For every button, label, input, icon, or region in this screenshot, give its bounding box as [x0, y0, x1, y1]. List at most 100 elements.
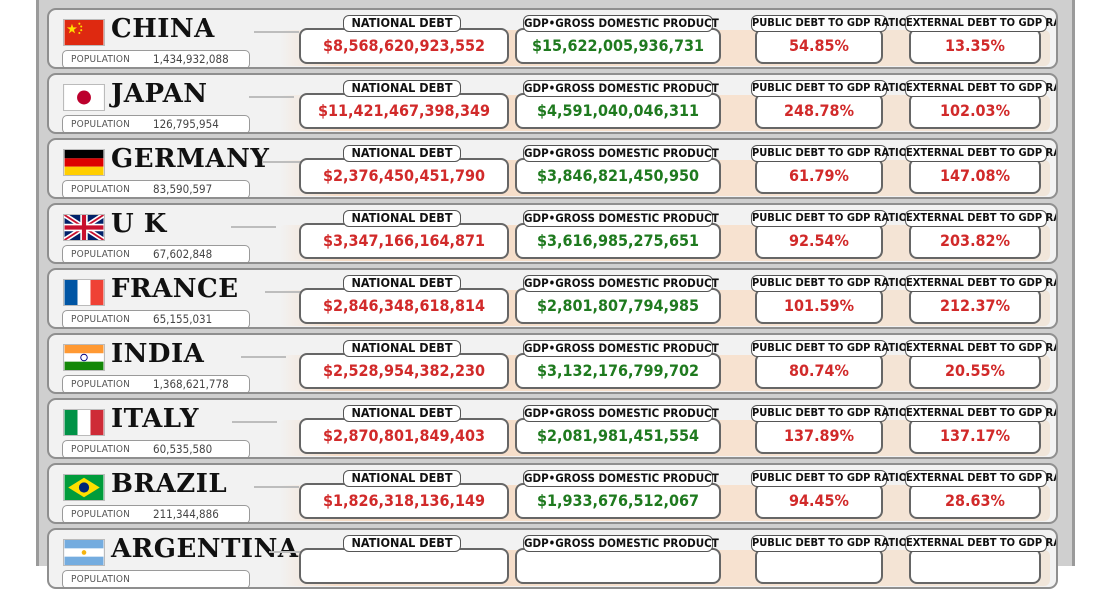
- population-box: POPULATION 126,795,954: [62, 115, 250, 132]
- public-debt-ratio-value: 94.45%: [755, 483, 883, 519]
- population-box: POPULATION 1,368,621,778: [62, 375, 250, 392]
- national-debt-label: NATIONAL DEBT: [343, 405, 461, 422]
- external-debt-ratio-value: 102.03%: [909, 93, 1041, 129]
- country-name: JAPAN: [111, 79, 208, 109]
- population-label: POPULATION: [71, 379, 131, 390]
- gdp-value: $3,846,821,450,950: [515, 158, 721, 194]
- population-value: 65,155,031: [153, 312, 213, 326]
- public-debt-ratio-value: 61.79%: [755, 158, 883, 194]
- gdp-value: $4,591,040,046,311: [515, 93, 721, 129]
- public-debt-ratio-value: 54.85%: [755, 28, 883, 64]
- country-row-brazil: BRAZIL POPULATION 211,344,886 NATIONAL DEBT…: [47, 463, 1058, 524]
- population-label: POPULATION: [71, 249, 131, 260]
- national-debt-value: $2,846,348,618,814: [299, 288, 509, 324]
- name-divider: [265, 291, 310, 293]
- name-divider: [232, 421, 277, 423]
- name-divider: [254, 31, 299, 33]
- population-box: POPULATION 65,155,031: [62, 310, 250, 327]
- gdp-value: $3,132,176,799,702: [515, 353, 721, 389]
- external-debt-ratio-value: 212.37%: [909, 288, 1041, 324]
- argentina-flag-icon: [63, 539, 105, 566]
- public-debt-ratio-label: PUBLIC DEBT TO GDP RATIO: [751, 535, 907, 552]
- population-box: POPULATION 83,590,597: [62, 180, 250, 197]
- external-debt-ratio-label: EXTERNAL DEBT TO GDP RATIO: [905, 275, 1056, 292]
- public-debt-ratio-label: PUBLIC DEBT TO GDP RATIO: [751, 210, 907, 227]
- national-debt-value: $11,421,467,398,349: [299, 93, 509, 129]
- external-debt-ratio-label: EXTERNAL DEBT TO GDP RATIO: [905, 340, 1056, 357]
- name-divider: [231, 226, 276, 228]
- national-debt-value: $8,568,620,923,552: [299, 28, 509, 64]
- national-debt-label: NATIONAL DEBT: [343, 80, 461, 97]
- national-debt-value: $1,826,318,136,149: [299, 483, 509, 519]
- country-row-italy: ITALY POPULATION 60,535,580 NATIONAL DEBT $2…: [47, 398, 1058, 459]
- public-debt-ratio-label: PUBLIC DEBT TO GDP RATIO: [751, 275, 907, 292]
- external-debt-ratio-value: 28.63%: [909, 483, 1041, 519]
- external-debt-ratio-value: 203.82%: [909, 223, 1041, 259]
- name-divider: [249, 96, 294, 98]
- national-debt-label: NATIONAL DEBT: [343, 535, 461, 552]
- population-box: POPULATION 1,434,932,088: [62, 50, 250, 67]
- national-debt-label: NATIONAL DEBT: [343, 210, 461, 227]
- population-value: 1,434,932,088: [153, 52, 229, 66]
- population-value: 67,602,848: [153, 247, 213, 261]
- public-debt-ratio-label: PUBLIC DEBT TO GDP RATIO: [751, 340, 907, 357]
- uk-flag-icon: [63, 214, 105, 241]
- country-row-germany: GERMANY POPULATION 83,590,597 NATIONAL DEBT…: [47, 138, 1058, 199]
- external-debt-ratio-value: 137.17%: [909, 418, 1041, 454]
- population-value: 60,535,580: [153, 442, 213, 456]
- public-debt-ratio-label: PUBLIC DEBT TO GDP RATIO: [751, 80, 907, 97]
- national-debt-label: NATIONAL DEBT: [343, 470, 461, 487]
- external-debt-ratio-value: 20.55%: [909, 353, 1041, 389]
- population-label: POPULATION: [71, 574, 131, 585]
- population-box: POPULATION 211,344,886: [62, 505, 250, 522]
- population-box: POPULATION 67,602,848: [62, 245, 250, 262]
- national-debt-value: $2,376,450,451,790: [299, 158, 509, 194]
- country-row-china: CHINA POPULATION 1,434,932,088 NATIONAL DEB…: [47, 8, 1058, 69]
- country-row-france: FRANCE POPULATION 65,155,031 NATIONAL DEBT $…: [47, 268, 1058, 329]
- external-debt-ratio-label: EXTERNAL DEBT TO GDP RATIO: [905, 15, 1056, 32]
- population-label: POPULATION: [71, 314, 131, 325]
- gdp-value: $1,933,676,512,067: [515, 483, 721, 519]
- country-name: BRAZIL: [111, 469, 228, 499]
- country-name: ITALY: [111, 404, 199, 434]
- national-debt-label: NATIONAL DEBT: [343, 15, 461, 32]
- france-flag-icon: [63, 279, 105, 306]
- country-row-uk: U K POPULATION 67,602,848 NATIONAL DEBT $3,3…: [47, 203, 1058, 264]
- country-row-argentina: ARGENTINA POPULATION NATIONAL DEBT GDP•GROS…: [47, 528, 1058, 589]
- country-name: GERMANY: [111, 144, 270, 174]
- gdp-value: $2,801,807,794,985: [515, 288, 721, 324]
- population-label: POPULATION: [71, 184, 131, 195]
- public-debt-ratio-label: PUBLIC DEBT TO GDP RATIO: [751, 15, 907, 32]
- country-name: CHINA: [111, 14, 215, 44]
- external-debt-ratio-label: EXTERNAL DEBT TO GDP RATIO: [905, 80, 1056, 97]
- country-name: INDIA: [111, 339, 205, 369]
- national-debt-label: NATIONAL DEBT: [343, 145, 461, 162]
- population-value: 1,368,621,778: [153, 377, 229, 391]
- external-debt-ratio-value: 13.35%: [909, 28, 1041, 64]
- national-debt-value: $2,870,801,849,403: [299, 418, 509, 454]
- external-debt-ratio-label: EXTERNAL DEBT TO GDP RATIO: [905, 405, 1056, 422]
- external-debt-ratio-label: EXTERNAL DEBT TO GDP RATIO: [905, 535, 1056, 552]
- external-debt-ratio-label: EXTERNAL DEBT TO GDP RATIO: [905, 470, 1056, 487]
- population-label: POPULATION: [71, 444, 131, 455]
- brazil-flag-icon: [63, 474, 105, 501]
- public-debt-ratio-label: PUBLIC DEBT TO GDP RATIO: [751, 405, 907, 422]
- national-debt-label: NATIONAL DEBT: [343, 275, 461, 292]
- gdp-label: GDP•GROSS DOMESTIC PRODUCT: [523, 470, 719, 487]
- country-name: U K: [111, 209, 167, 239]
- gdp-label: GDP•GROSS DOMESTIC PRODUCT: [523, 145, 719, 162]
- gdp-label: GDP•GROSS DOMESTIC PRODUCT: [523, 275, 719, 292]
- public-debt-ratio-value: 80.74%: [755, 353, 883, 389]
- gdp-label: GDP•GROSS DOMESTIC PRODUCT: [523, 80, 719, 97]
- population-label: POPULATION: [71, 509, 131, 520]
- gdp-label: GDP•GROSS DOMESTIC PRODUCT: [523, 405, 719, 422]
- japan-flag-icon: [63, 84, 105, 111]
- name-divider: [254, 486, 299, 488]
- public-debt-ratio-label: PUBLIC DEBT TO GDP RATIO: [751, 470, 907, 487]
- china-flag-icon: [63, 19, 105, 46]
- germany-flag-icon: [63, 149, 105, 176]
- population-value: 211,344,886: [153, 507, 219, 521]
- country-name: FRANCE: [111, 274, 239, 304]
- public-debt-ratio-value: 101.59%: [755, 288, 883, 324]
- national-debt-value: $2,528,954,382,230: [299, 353, 509, 389]
